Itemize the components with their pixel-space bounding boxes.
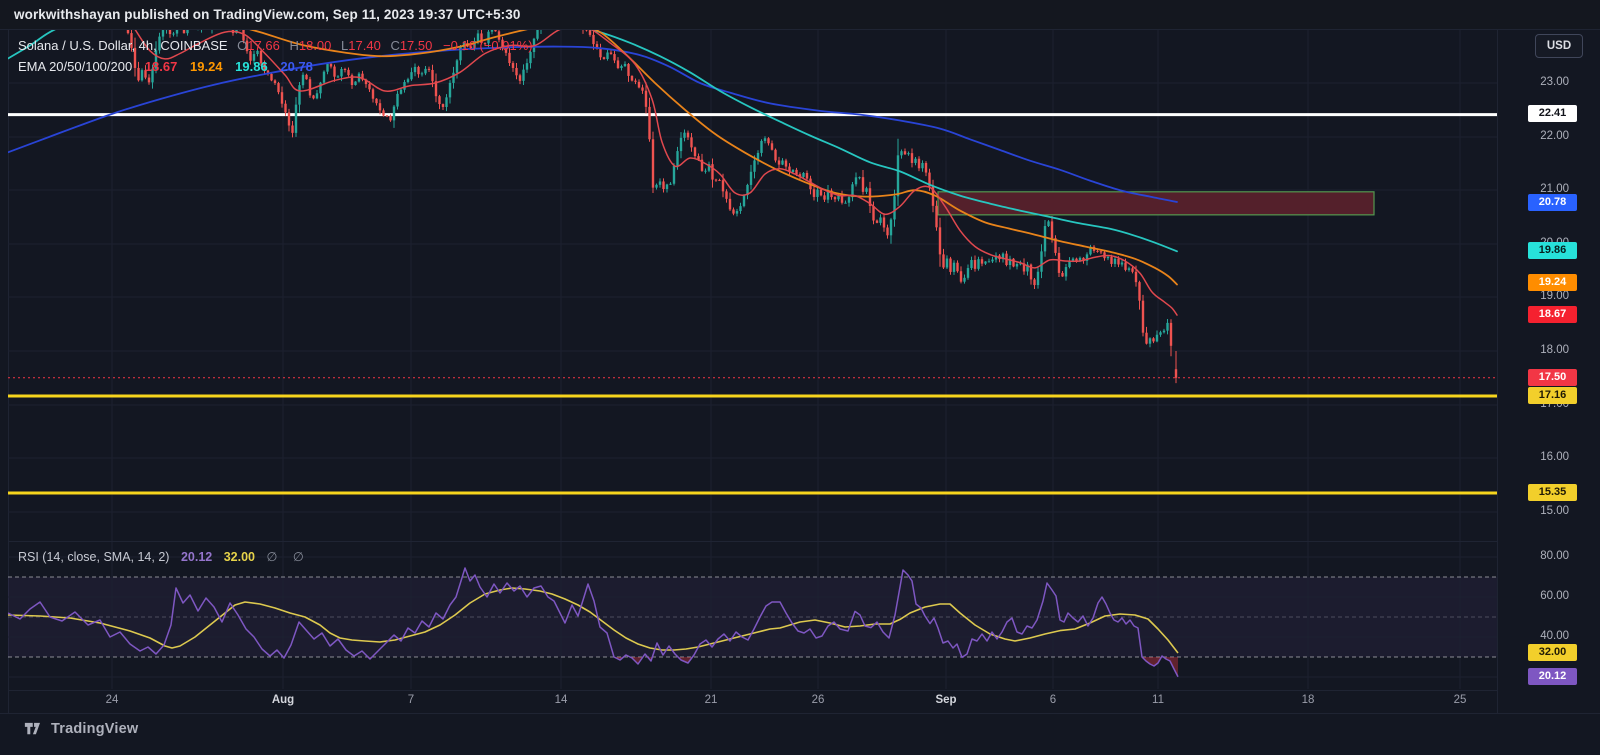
close-key: C (390, 38, 400, 53)
price-tick-80.00: 80.00 (1540, 550, 1569, 562)
price-label-chip-20.12: 20.12 (1528, 668, 1577, 685)
rsi-empty-values: ∅ ∅ (266, 550, 310, 564)
price-tick-21.00: 21.00 (1540, 183, 1569, 195)
symbol-legend: Solana / U.S. Dollar, 4h, COINBASE O17.6… (18, 36, 533, 77)
time-label-7: 7 (407, 694, 415, 706)
rsi-ma-value: 32.00 (223, 550, 255, 564)
time-label-sep: Sep (935, 694, 957, 706)
ema-100-line (8, 30, 1178, 253)
time-label-25: 25 (1453, 694, 1467, 706)
time-label-11: 11 (1152, 694, 1164, 706)
ema-200-line (8, 45, 1178, 203)
time-axis[interactable]: 24 Aug 7 14 21 26 Sep 6 11 18 25 (8, 691, 1497, 712)
currency-button[interactable]: USD (1535, 34, 1583, 58)
high-value: 18.00 (298, 38, 332, 53)
ema200-value: 20.78 (280, 59, 313, 74)
widget-top-border (0, 29, 1600, 30)
time-label-aug: Aug (271, 694, 295, 706)
price-label-chip-17.16: 17.16 (1528, 387, 1577, 404)
tradingview-logo-icon (24, 722, 41, 735)
publish-title: workwithshayan published on TradingView.… (14, 7, 521, 22)
symbol-title[interactable]: Solana / U.S. Dollar, 4h, COINBASE (18, 38, 228, 53)
price-chart[interactable] (8, 30, 1497, 541)
ema50-value: 19.24 (190, 59, 223, 74)
open-key: O (237, 38, 248, 53)
ema-20-line (134, 30, 1178, 316)
price-scale-border (1497, 29, 1498, 713)
rsi-value: 20.12 (180, 550, 213, 564)
open-value: 17.66 (247, 38, 280, 53)
widget-bottom-border (0, 713, 1600, 714)
rsi-indicator-label[interactable]: RSI (14, close, SMA, 14, 2) (18, 550, 170, 564)
time-label-14: 14 (554, 694, 568, 706)
price-scale[interactable]: USD 23.0022.0021.0020.0019.0018.0017.001… (1498, 29, 1600, 713)
price-label-chip-20.78: 20.78 (1528, 194, 1577, 211)
high-key: H (289, 38, 299, 53)
time-label-6: 6 (1049, 694, 1057, 706)
low-value: 17.40 (348, 38, 381, 53)
tradingview-logo[interactable]: TradingView (24, 721, 138, 737)
widget-left-border (8, 29, 9, 713)
rsi-legend: RSI (14, close, SMA, 14, 2) 20.12 32.00 … (18, 549, 310, 564)
price-tick-40.00: 40.00 (1540, 630, 1569, 642)
publish-header: workwithshayan published on TradingView.… (0, 0, 1600, 29)
ema20-value: 18.67 (144, 59, 178, 74)
price-tick-19.00: 19.00 (1540, 290, 1569, 302)
rsi-line (8, 567, 1179, 678)
currency-label: USD (1546, 40, 1572, 52)
price-tick-15.00: 15.00 (1540, 505, 1569, 517)
price-tick-60.00: 60.00 (1540, 590, 1569, 602)
price-tick-22.00: 22.00 (1540, 130, 1569, 142)
price-label-chip-18.67: 18.67 (1528, 306, 1577, 323)
ema-indicator-label[interactable]: EMA 20/50/100/200 (18, 59, 133, 74)
price-tick-23.00: 23.00 (1540, 76, 1569, 88)
price-tick-18.00: 18.00 (1540, 344, 1569, 356)
price-tick-16.00: 16.00 (1540, 451, 1569, 463)
close-value: 17.50 (399, 38, 433, 53)
rsi-bottom-border (8, 690, 1497, 691)
ema-50-line (249, 30, 1178, 286)
rsi-chart[interactable] (8, 542, 1497, 689)
price-label-chip-17.50: 17.50 (1528, 369, 1577, 386)
time-label-21: 21 (704, 694, 718, 706)
price-label-chip-32.00: 32.00 (1528, 644, 1577, 661)
tradingview-logo-text: TradingView (51, 721, 139, 737)
low-key: L (341, 38, 349, 53)
price-label-chip-19.86: 19.86 (1528, 242, 1577, 259)
supply-zone[interactable] (937, 191, 1375, 216)
price-label-chip-22.41: 22.41 (1528, 105, 1577, 122)
time-label-18: 18 (1301, 694, 1315, 706)
rsi-ma-line (8, 587, 1179, 654)
price-label-chip-19.24: 19.24 (1528, 274, 1577, 291)
change-value: −0.16 (−0.91%) (443, 38, 533, 53)
pane-separator[interactable] (8, 541, 1497, 542)
time-label-26: 26 (811, 694, 825, 706)
price-label-chip-15.35: 15.35 (1528, 484, 1577, 501)
ema100-value: 19.86 (235, 59, 268, 74)
rsi-band (8, 577, 1497, 657)
time-label-24: 24 (105, 694, 119, 706)
